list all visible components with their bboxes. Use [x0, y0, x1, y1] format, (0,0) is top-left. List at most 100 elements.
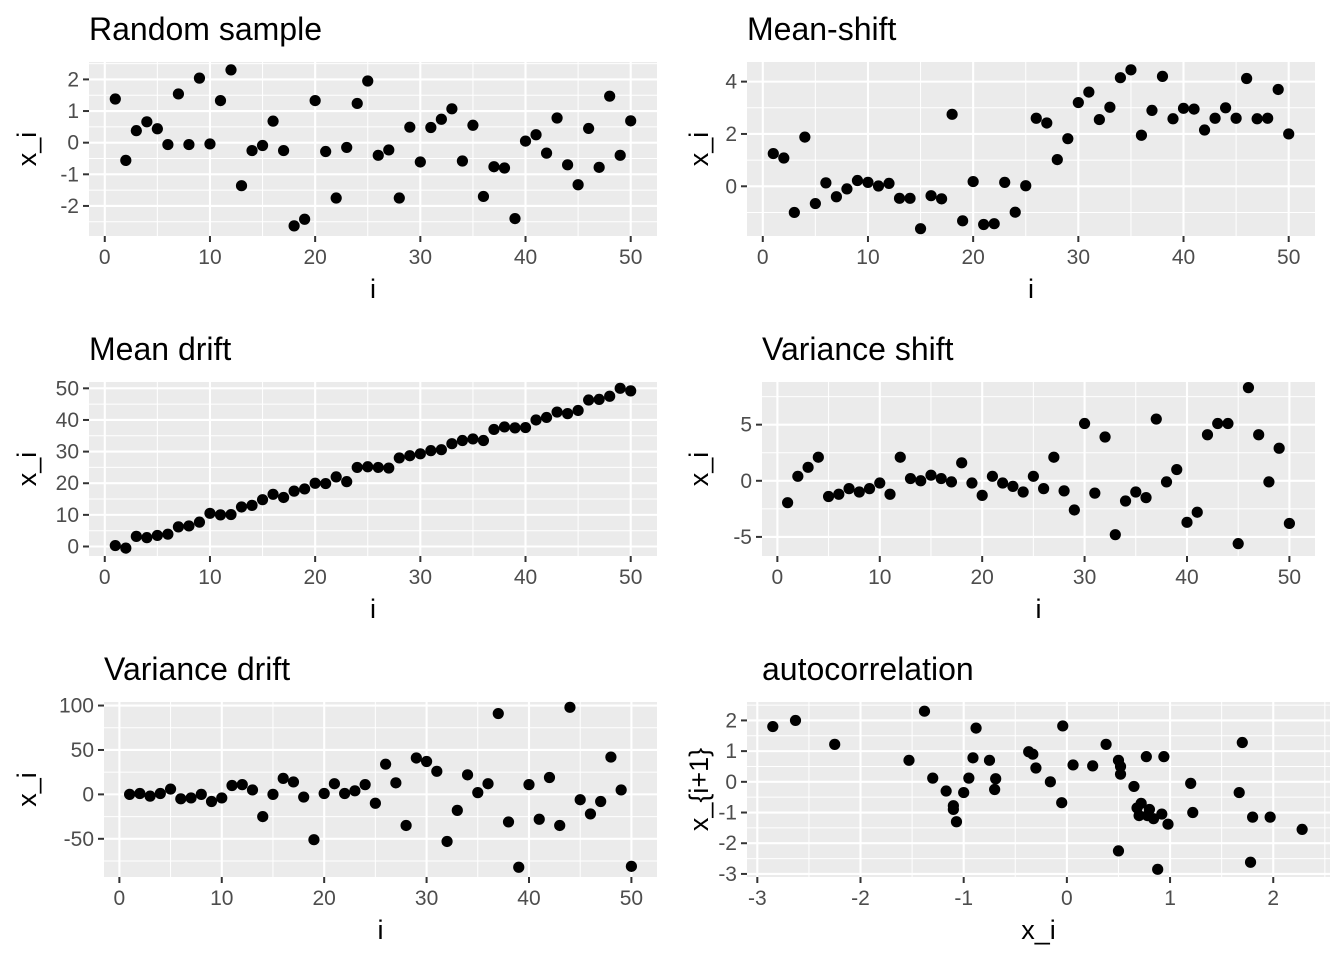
- data-point: [1247, 811, 1259, 823]
- data-point: [109, 93, 121, 105]
- data-point: [226, 779, 238, 792]
- data-point: [1264, 811, 1276, 823]
- data-point: [1130, 486, 1142, 498]
- data-point: [802, 461, 814, 473]
- x-tick-label: 50: [1278, 566, 1301, 589]
- data-point: [947, 803, 959, 816]
- data-point: [509, 213, 521, 225]
- data-point: [120, 542, 132, 554]
- data-point: [1078, 417, 1091, 430]
- data-point: [446, 103, 458, 115]
- data-point: [482, 778, 494, 790]
- data-point: [543, 771, 556, 784]
- y-tick-label: 100: [59, 695, 94, 718]
- y-tick-label: -3: [718, 863, 737, 886]
- data-point: [1083, 86, 1095, 98]
- panel-background: [747, 62, 1315, 236]
- data-point: [983, 754, 996, 766]
- data-point: [467, 433, 479, 445]
- data-point: [172, 521, 185, 533]
- data-point: [414, 448, 426, 460]
- data-point: [341, 141, 353, 154]
- data-point: [1162, 818, 1174, 830]
- data-point: [945, 476, 958, 488]
- x-axis-title: i: [1028, 274, 1034, 304]
- data-point: [1048, 451, 1060, 463]
- x-tick-label: 40: [514, 246, 537, 269]
- data-point: [554, 819, 566, 832]
- data-point: [287, 776, 300, 788]
- y-tick-label: 0: [82, 783, 94, 806]
- data-point: [956, 457, 968, 469]
- data-point: [1140, 492, 1152, 504]
- data-point: [1128, 780, 1140, 793]
- y-tick-label: 0: [725, 175, 737, 198]
- data-point: [615, 784, 627, 796]
- data-point: [214, 94, 227, 107]
- panel-background: [747, 702, 1330, 877]
- data-point: [958, 786, 970, 799]
- data-point: [362, 461, 374, 473]
- x-tick-label: 20: [961, 246, 984, 269]
- data-point: [467, 119, 479, 131]
- data-point: [1262, 112, 1274, 124]
- data-point: [502, 816, 515, 828]
- data-point: [267, 115, 279, 127]
- data-point: [299, 483, 311, 495]
- data-point: [561, 159, 574, 171]
- x-tick-label: 0: [772, 566, 784, 589]
- y-tick-label: -1: [60, 163, 79, 186]
- data-point: [1171, 463, 1183, 476]
- data-point: [789, 714, 802, 727]
- data-point: [1209, 112, 1221, 124]
- data-point: [383, 144, 395, 156]
- data-point: [472, 787, 484, 799]
- data-point: [583, 394, 595, 406]
- data-point: [1057, 720, 1069, 732]
- data-point: [1140, 751, 1152, 763]
- data-point: [843, 483, 855, 495]
- data-point: [1038, 483, 1050, 495]
- panel-6: -3 -2 -1 0 1 2 -3 -2 -1 0 1 2 autocorrelation x_i x_{i…: [684, 651, 1330, 945]
- data-point: [915, 475, 927, 487]
- data-point: [551, 112, 563, 124]
- data-point: [154, 787, 166, 800]
- data-point: [235, 180, 248, 192]
- data-point: [1232, 538, 1244, 550]
- y-tick-label: 40: [56, 409, 79, 432]
- x-tick-label: 1: [1164, 887, 1176, 910]
- y-tick-label: -50: [64, 828, 94, 851]
- data-point: [1201, 429, 1214, 441]
- data-point: [809, 197, 821, 210]
- data-point: [1093, 113, 1105, 126]
- data-point: [204, 138, 216, 150]
- panel-background: [89, 62, 657, 236]
- data-point: [359, 779, 371, 791]
- x-tick-label: -3: [748, 887, 767, 910]
- data-point: [162, 138, 174, 151]
- data-point: [330, 192, 342, 204]
- data-point: [966, 477, 978, 489]
- data-point: [874, 477, 886, 489]
- data-point: [767, 147, 779, 160]
- x-tick-label: 0: [757, 246, 769, 269]
- data-point: [193, 516, 206, 528]
- data-point: [872, 180, 885, 192]
- x-tick-label: 40: [1175, 566, 1198, 589]
- data-point: [195, 788, 207, 800]
- data-point: [583, 122, 595, 135]
- data-point: [1100, 738, 1112, 750]
- data-point: [986, 470, 999, 482]
- data-point: [236, 779, 248, 791]
- data-point: [967, 175, 979, 188]
- data-point: [851, 174, 864, 187]
- data-point: [1112, 845, 1125, 857]
- data-point: [1143, 803, 1156, 816]
- data-point: [246, 499, 258, 511]
- data-point: [530, 414, 542, 426]
- data-point: [400, 819, 412, 832]
- data-point: [318, 787, 330, 800]
- data-point: [341, 476, 353, 488]
- data-point: [978, 218, 990, 231]
- x-tick-label: 20: [303, 246, 326, 269]
